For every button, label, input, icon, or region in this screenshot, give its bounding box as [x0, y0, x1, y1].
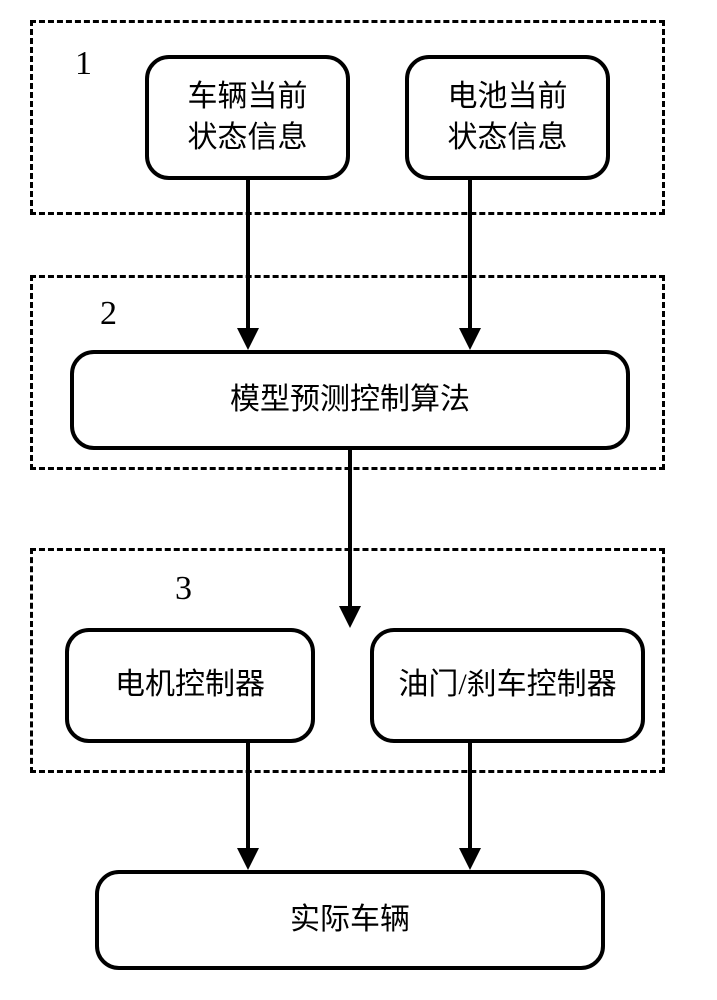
node-vehicle-state: 车辆当前状态信息 [145, 55, 350, 180]
group-1-label: 1 [75, 45, 92, 83]
node-mpc: 模型预测控制算法 [70, 350, 630, 450]
node-motor-controller: 电机控制器 [65, 628, 315, 743]
node-battery-state-text: 电池当前状态信息 [448, 77, 568, 158]
node-vehicle-state-text: 车辆当前状态信息 [188, 77, 308, 158]
edge-throttle-to-vehicle [468, 743, 472, 848]
edge-throttle-to-vehicle-head [459, 848, 481, 870]
node-mpc-text: 模型预测控制算法 [230, 380, 470, 421]
node-real-vehicle: 实际车辆 [95, 870, 605, 970]
node-throttle-brake-text: 油门/刹车控制器 [398, 665, 616, 706]
node-real-vehicle-text: 实际车辆 [290, 900, 410, 941]
group-2-label: 2 [100, 295, 117, 333]
node-motor-controller-text: 电机控制器 [115, 665, 265, 706]
edge-motor-to-vehicle-head [237, 848, 259, 870]
group-3-label: 3 [175, 570, 192, 608]
node-throttle-brake: 油门/刹车控制器 [370, 628, 645, 743]
node-battery-state: 电池当前状态信息 [405, 55, 610, 180]
edge-motor-to-vehicle [246, 743, 250, 848]
